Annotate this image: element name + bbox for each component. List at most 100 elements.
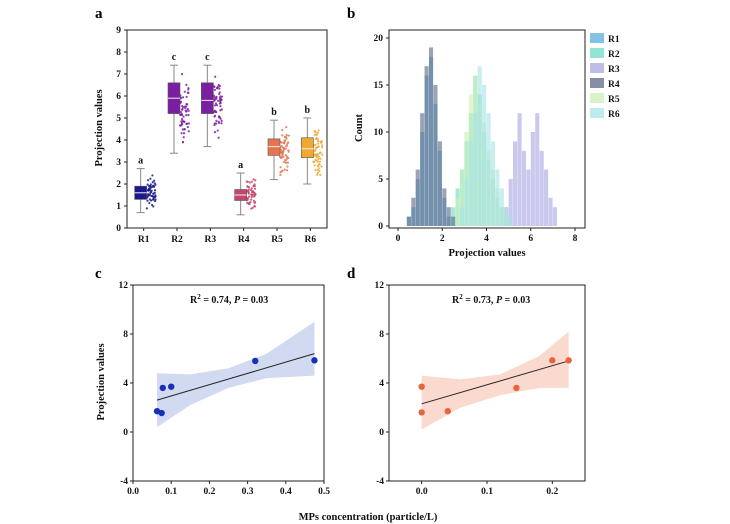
a-xtick-label: R1	[138, 235, 150, 245]
c-regression-line	[156, 353, 315, 401]
a-data-point	[318, 152, 321, 155]
b-hist-bar-R4	[415, 169, 420, 226]
a-data-point	[180, 73, 184, 76]
c-data-point	[158, 409, 165, 417]
d-data-point	[418, 409, 425, 416]
c-confidence-band	[157, 321, 315, 428]
b-legend-label: R1	[608, 35, 620, 45]
a-data-point	[185, 122, 189, 125]
a-data-point	[182, 115, 185, 118]
b-hist-bar-R5	[459, 169, 465, 226]
a-data-point	[279, 166, 282, 169]
b-xtick-label: 2	[440, 234, 445, 244]
a-data-point	[252, 178, 255, 181]
a-data-point	[154, 198, 157, 201]
a-data-point	[149, 191, 152, 194]
b-hist-bar-R5	[455, 197, 460, 226]
a-data-point	[287, 150, 290, 153]
b-hist-bar-R4	[442, 188, 447, 226]
a-data-point	[246, 201, 249, 204]
a-data-point	[318, 163, 321, 166]
panel-b-legend: R1 R2 R3 R4 R5 R6	[590, 33, 620, 120]
a-data-point	[247, 192, 250, 195]
a-data-point	[284, 153, 287, 157]
a-data-point	[150, 194, 153, 198]
a-data-point	[146, 193, 149, 196]
b-xtick-label: 4	[484, 234, 489, 244]
panel-c-scatter: -4 0 4 8 12 0.0 0.1 0.2 0.3 0.4 0.5 Projection va…	[96, 281, 330, 497]
a-data-point	[216, 87, 219, 90]
a-data-point	[179, 124, 182, 127]
a-data-point	[316, 131, 320, 134]
a-data-point	[286, 142, 289, 145]
a-data-point	[183, 90, 186, 93]
a-data-point	[148, 187, 152, 190]
a-data-point	[215, 96, 218, 99]
panel-d-scatter: -4 0 4 8 12 0.0 0.1 0.2 R2 = 0.73, P = 0.03	[375, 281, 586, 497]
a-data-point	[250, 196, 253, 199]
b-hist-bar-R6	[490, 141, 496, 226]
a-data-point	[284, 159, 287, 162]
a-data-point	[279, 173, 282, 176]
a-data-point	[180, 132, 183, 135]
a-data-point	[187, 130, 190, 133]
panel-letter-d: d	[347, 266, 356, 282]
c-ytick-label: 8	[123, 330, 128, 340]
a-data-point	[215, 119, 218, 122]
a-data-point	[220, 95, 224, 98]
a-data-point	[213, 85, 216, 89]
a-data-point	[180, 118, 184, 121]
a-data-point	[286, 165, 289, 168]
c-xtick-label: 0.4	[280, 487, 292, 497]
a-data-point	[186, 103, 189, 106]
a-data-point	[187, 88, 190, 91]
a-data-point	[316, 160, 319, 163]
a-data-point	[252, 191, 255, 194]
a-significance-letter: c	[205, 52, 210, 63]
a-significance-letter: b	[271, 107, 277, 118]
c-xtick-label: 0.0	[127, 487, 139, 497]
b-legend-swatch-R4	[590, 78, 604, 88]
b-ytick-label: 15	[374, 81, 384, 91]
a-data-point	[186, 107, 189, 111]
a-data-point	[186, 91, 189, 94]
b-hist-bar-R4	[446, 207, 451, 226]
panel-a-boxplot: Projection values 0 1 2 3 4 5 6 7 8 9 R1 R2 R3 R4 R5 R…	[94, 26, 328, 245]
a-data-point	[185, 95, 188, 98]
a-data-point	[218, 102, 222, 105]
a-data-point	[181, 108, 184, 111]
a-data-point	[150, 203, 154, 207]
b-hist-bar-R4	[433, 85, 438, 226]
a-data-point	[218, 116, 221, 119]
a-ytick-label: 0	[116, 224, 121, 234]
a-data-point	[313, 133, 316, 137]
a-data-point	[213, 98, 216, 101]
b-hist-bar-R3	[548, 197, 553, 226]
b-hist-bar-R3	[526, 169, 531, 226]
a-data-point	[213, 104, 217, 107]
a-data-point	[146, 199, 149, 202]
a-data-point	[254, 179, 257, 182]
a-significance-letter: b	[305, 105, 311, 116]
a-data-point	[285, 137, 288, 140]
a-data-point	[253, 204, 256, 208]
b-legend-swatch-R1	[590, 33, 604, 43]
a-data-point	[181, 128, 184, 131]
a-data-point	[219, 105, 222, 108]
a-data-point	[252, 199, 256, 202]
b-hist-bar-R4	[428, 47, 434, 227]
a-data-point	[152, 184, 155, 187]
a-data-point	[218, 84, 221, 88]
a-data-point	[282, 147, 285, 151]
d-regression-line	[421, 360, 569, 405]
a-data-point	[219, 96, 222, 100]
a-data-point	[286, 161, 290, 164]
a-data-point	[214, 110, 218, 113]
d-xtick-label: 0.1	[481, 487, 493, 497]
b-hist-bar-R4	[451, 216, 456, 226]
panel-letter-a: a	[95, 6, 103, 22]
a-data-point	[213, 131, 217, 134]
d-ytick-label: 8	[379, 330, 384, 340]
a-data-point	[250, 198, 253, 201]
a-data-point	[317, 145, 320, 148]
